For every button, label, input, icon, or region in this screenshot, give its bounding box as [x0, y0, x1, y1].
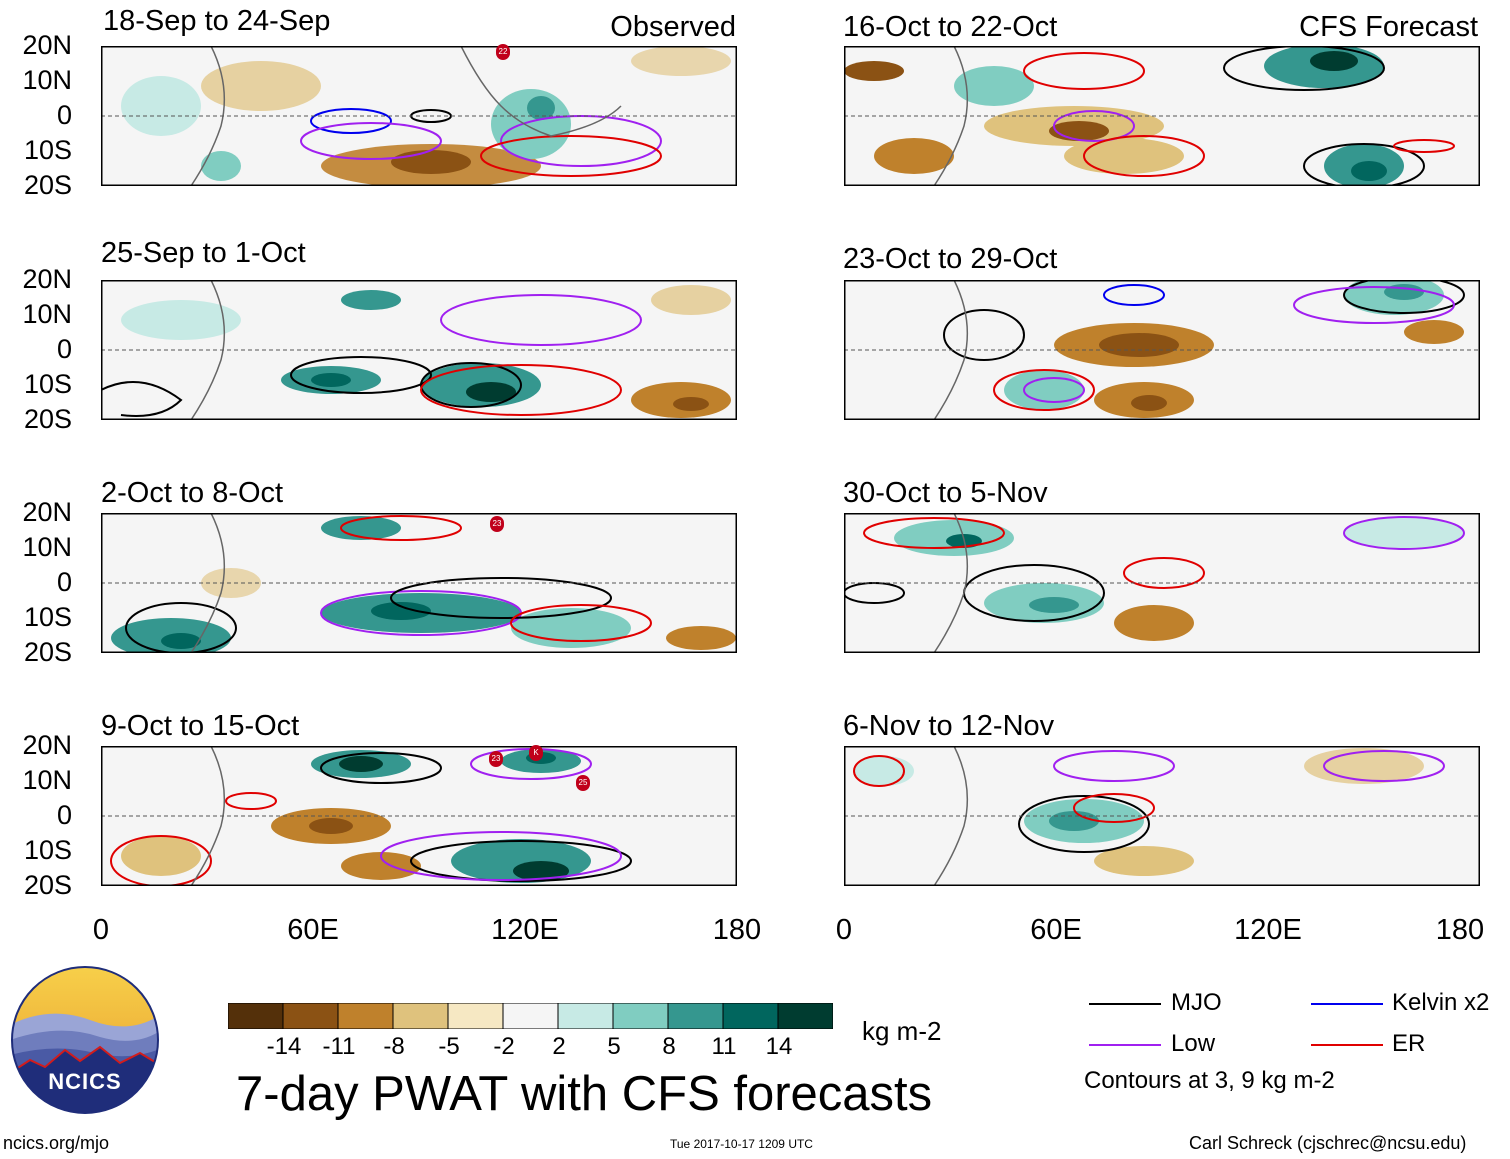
- lon-label: 0: [835, 914, 853, 946]
- colorbar-tick: 14: [765, 1033, 793, 1060]
- legend-label-low: Low: [1171, 1030, 1216, 1057]
- map-panel-obs-2: [101, 280, 737, 420]
- lat-label: 10N: [22, 532, 72, 562]
- legend-label-kelvin: Kelvin x2: [1392, 989, 1490, 1016]
- lat-label: 20S: [23, 170, 72, 200]
- lat-label: 0: [56, 567, 72, 597]
- colorbar-swatch: [612, 1002, 669, 1030]
- lat-label: 20S: [23, 870, 72, 900]
- pwat-map: [844, 280, 1480, 420]
- lat-label: 20N: [22, 497, 72, 527]
- lat-label: 20S: [23, 637, 72, 667]
- lat-label: 20N: [22, 730, 72, 760]
- legend-note: Contours at 3, 9 kg m-2: [1084, 1067, 1335, 1094]
- footer-url: ncics.org/mjo: [3, 1133, 110, 1153]
- lon-label: 180: [1435, 914, 1485, 946]
- lon-label: 120E: [491, 914, 559, 946]
- colorbar-swatch: [667, 1002, 724, 1030]
- lon-label: 60E: [287, 914, 339, 946]
- legend-swatch-er: [1311, 1044, 1383, 1046]
- colorbar-tick: 8: [662, 1033, 676, 1060]
- colorbar-swatch: [557, 1002, 614, 1030]
- colorbar-swatch: [777, 1002, 834, 1030]
- lat-label: 10S: [23, 835, 72, 865]
- lat-label: 10S: [23, 369, 72, 399]
- map-panel-fc-2: [844, 280, 1480, 420]
- panel-title-fc-4: 6-Nov to 12-Nov: [843, 710, 1055, 742]
- panel-title-fc-2: 23-Oct to 29-Oct: [843, 243, 1058, 275]
- map-panel-fc-4: [844, 746, 1480, 886]
- lat-label: 10N: [22, 299, 72, 329]
- lon-label: 60E: [1030, 914, 1082, 946]
- colorbar-swatch: [282, 1002, 339, 1030]
- colorbar-tick: -14: [266, 1033, 302, 1060]
- storm-marker: 22: [496, 44, 510, 60]
- lon-label: 180: [712, 914, 762, 946]
- lat-label: 10S: [23, 602, 72, 632]
- footer-timestamp: Tue 2017-10-17 1209 UTC: [670, 1137, 813, 1151]
- panel-title-fc-3: 30-Oct to 5-Nov: [843, 477, 1048, 509]
- colorbar-swatch: [447, 1002, 504, 1030]
- panel-title-obs-2: 25-Sep to 1-Oct: [101, 237, 306, 269]
- panel-title-fc-1: 16-Oct to 22-Oct: [843, 11, 1058, 43]
- lat-label: 20N: [22, 264, 72, 294]
- colorbar-tick: -8: [383, 1033, 405, 1060]
- map-panel-obs-1: [101, 46, 737, 186]
- map-panel-fc-3: [844, 513, 1480, 653]
- lat-label: 10N: [22, 765, 72, 795]
- lat-label: 0: [56, 800, 72, 830]
- colorbar-unit: kg m-2: [862, 1016, 942, 1046]
- lat-label: 10S: [23, 135, 72, 165]
- colorbar-swatch: [722, 1002, 779, 1030]
- lon-label: 120E: [1234, 914, 1302, 946]
- lat-label: 0: [56, 334, 72, 364]
- panel-title-obs-3: 2-Oct to 8-Oct: [101, 477, 284, 509]
- colorbar-tick: -5: [438, 1033, 460, 1060]
- map-panel-obs-3: [101, 513, 737, 653]
- colorbar-swatch: [227, 1002, 284, 1030]
- main-title: 7-day PWAT with CFS forecasts: [236, 1067, 933, 1121]
- pwat-map: [844, 46, 1480, 186]
- storm-marker: K: [529, 745, 543, 761]
- colorbar-swatch: [392, 1002, 449, 1030]
- colorbar-swatch: [502, 1002, 559, 1030]
- forecast-label: CFS Forecast: [1299, 11, 1478, 43]
- map-panel-fc-1: [844, 46, 1480, 186]
- colorbar-tick: 5: [607, 1033, 621, 1060]
- lat-label: 0: [56, 100, 72, 130]
- pwat-map: [101, 46, 737, 186]
- lat-label: 20N: [22, 30, 72, 60]
- pwat-map: [844, 746, 1480, 886]
- legend-swatch-low: [1089, 1044, 1161, 1046]
- legend-label-mjo: MJO: [1171, 989, 1222, 1016]
- colorbar-tick: 2: [552, 1033, 566, 1060]
- storm-marker: 25: [576, 775, 590, 791]
- colorbar-swatch: [337, 1002, 394, 1030]
- ncics-logo-graphic: [11, 966, 159, 1114]
- legend-label-er: ER: [1392, 1030, 1426, 1057]
- observed-label: Observed: [610, 11, 736, 43]
- storm-marker: 23: [489, 751, 503, 767]
- pwat-map: [101, 280, 737, 420]
- legend-swatch-kelvin: [1311, 1003, 1383, 1005]
- colorbar-swatches: [227, 1002, 834, 1030]
- colorbar-tick: -2: [493, 1033, 515, 1060]
- panel-title-obs-4: 9-Oct to 15-Oct: [101, 710, 300, 742]
- legend-swatch-mjo: [1089, 1003, 1161, 1005]
- pwat-map: [101, 746, 737, 886]
- pwat-map: [844, 513, 1480, 653]
- lat-label: 20S: [23, 404, 72, 434]
- lat-label: 10N: [22, 65, 72, 95]
- footer-author: Carl Schreck (cjschrec@ncsu.edu): [1189, 1133, 1467, 1153]
- colorbar-tick: 11: [711, 1033, 737, 1060]
- lon-label: 0: [92, 914, 110, 946]
- colorbar: [227, 1002, 834, 1030]
- colorbar-tick: -11: [322, 1033, 356, 1060]
- pwat-map: [101, 513, 737, 653]
- storm-marker: 23: [490, 516, 504, 532]
- panel-title-obs-1: 18-Sep to 24-Sep: [103, 5, 331, 37]
- ncics-logo: NCICS: [10, 965, 160, 1115]
- map-panel-obs-4: [101, 746, 737, 886]
- logo-text: NCICS: [48, 1069, 122, 1094]
